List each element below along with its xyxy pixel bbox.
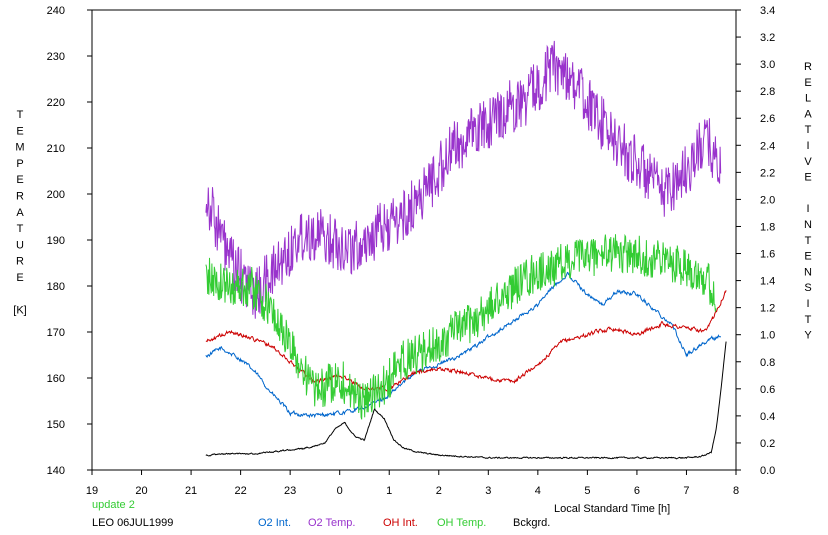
x-tick-label: 0 [337, 485, 343, 497]
right-axis-label-char: I [806, 298, 809, 310]
right-axis-label-char: Y [804, 330, 812, 342]
right-axis-label-char: T [805, 235, 812, 247]
x-axis-label: Local Standard Time [h] [554, 503, 670, 515]
y-left-tick-label: 140 [47, 465, 65, 477]
y-right-tick-label: 2.2 [760, 167, 775, 179]
y-right-tick-label: 2.8 [760, 86, 775, 98]
y-right-tick-label: 3.4 [760, 5, 775, 17]
y-left-tick-label: 180 [47, 281, 65, 293]
y-right-tick-label: 3.0 [760, 59, 775, 71]
y-right-tick-label: 2.0 [760, 194, 775, 206]
left-axis-label-char: R [16, 256, 24, 268]
y-right-tick-label: 1.0 [760, 330, 775, 342]
x-tick-label: 20 [135, 485, 147, 497]
right-axis-label-char: I [806, 203, 809, 215]
x-tick-label: 19 [86, 485, 98, 497]
right-axis-label-char: E [804, 251, 811, 263]
right-axis-label-char: E [804, 77, 811, 89]
y-right-tick-label: 1.8 [760, 221, 775, 233]
y-left-tick-label: 200 [47, 189, 65, 201]
left-axis-label-char: M [15, 142, 24, 154]
y-right-tick-label: 0.6 [760, 384, 775, 396]
y-left-tick-label: 150 [47, 419, 65, 431]
x-tick-label: 8 [733, 485, 739, 497]
x-tick-label: 4 [535, 485, 541, 497]
x-tick-label: 3 [485, 485, 491, 497]
right-axis-label-char: E [804, 172, 811, 184]
left-axis-label-char: E [16, 125, 23, 137]
left-axis-label-char: E [16, 272, 23, 284]
right-axis-label-char: A [804, 108, 812, 120]
right-axis-label-char: S [804, 282, 811, 294]
series-line-o2-int [205, 271, 722, 419]
series-line-o2-temp [205, 40, 722, 319]
x-tick-label: 2 [436, 485, 442, 497]
right-axis-label-char: R [804, 61, 812, 73]
series-layer [205, 40, 727, 460]
x-tick-label: 22 [234, 485, 246, 497]
left-axis-label-char: R [16, 191, 24, 203]
left-axis-label-char: A [16, 207, 24, 219]
y-left-tick-label: 170 [47, 327, 65, 339]
x-tick-label: 21 [185, 485, 197, 497]
y-left-tick-label: 190 [47, 235, 65, 247]
left-axis-label-char: U [16, 239, 24, 251]
series-line-oh-int [205, 290, 727, 393]
station-label: LEO 06JUL1999 [92, 517, 173, 529]
series-line-bckgrd [205, 341, 727, 460]
y-left-tick-label: 160 [47, 373, 65, 385]
update-label: update 2 [92, 499, 135, 511]
legend: O2 Int. O2 Temp. OH Int. OH Temp. Bckgrd. [258, 517, 550, 529]
y-right-tick-label: 0.8 [760, 357, 775, 369]
y-right-tick-label: 2.6 [760, 113, 775, 125]
y-right-tick-label: 3.2 [760, 32, 775, 44]
right-axis-label-char: N [804, 266, 812, 278]
y-right-tick-label: 1.4 [760, 276, 775, 288]
legend-entry: OH Temp. [437, 517, 486, 529]
x-axis: 19 20 21 22 23 0 1 2 3 4 5 6 7 8 [86, 470, 739, 497]
y-left-tick-label: 240 [47, 5, 65, 17]
x-tick-label: 6 [634, 485, 640, 497]
y-right-tick-label: 2.4 [760, 140, 775, 152]
x-tick-label: 1 [386, 485, 392, 497]
x-tick-label: 23 [284, 485, 296, 497]
left-axis-label-char: [K] [13, 305, 26, 317]
y-left-tick-label: 210 [47, 143, 65, 155]
left-axis-label-char: T [17, 223, 24, 235]
right-axis-label-char: V [804, 156, 812, 168]
legend-entry: O2 Int. [258, 517, 291, 529]
y-left-tick-label: 220 [47, 97, 65, 109]
y-right-tick-label: 1.2 [760, 303, 775, 315]
right-axis-label-char: L [805, 93, 811, 105]
right-y-axis: 0.0 0.2 0.4 0.6 0.8 1.0 1.2 1.4 1.6 1.8 2.0 2.2 2.4 2… [736, 5, 775, 477]
right-axis-label-char: T [805, 124, 812, 136]
y-right-tick-label: 0.4 [760, 411, 775, 423]
legend-entry: OH Int. [383, 517, 418, 529]
x-tick-label: 7 [683, 485, 689, 497]
right-axis-label-char: T [805, 314, 812, 326]
y-left-tick-label: 230 [47, 51, 65, 63]
x-tick-label: 5 [584, 485, 590, 497]
y-right-tick-label: 1.6 [760, 249, 775, 261]
y-right-tick-label: 0.2 [760, 438, 775, 450]
series-line-oh-temp [205, 233, 717, 420]
left-axis-label-char: P [16, 158, 23, 170]
y-right-tick-label: 0.0 [760, 465, 775, 477]
left-axis-label-char: T [17, 109, 24, 121]
legend-entry: Bckgrd. [513, 517, 550, 529]
right-axis-label-char: N [804, 219, 812, 231]
left-axis-label-char: E [16, 174, 23, 186]
right-axis-label-char: I [806, 140, 809, 152]
left-y-axis: 140 150 160 170 180 190 200 210 220 230 240 [47, 5, 92, 477]
legend-entry: O2 Temp. [308, 517, 356, 529]
